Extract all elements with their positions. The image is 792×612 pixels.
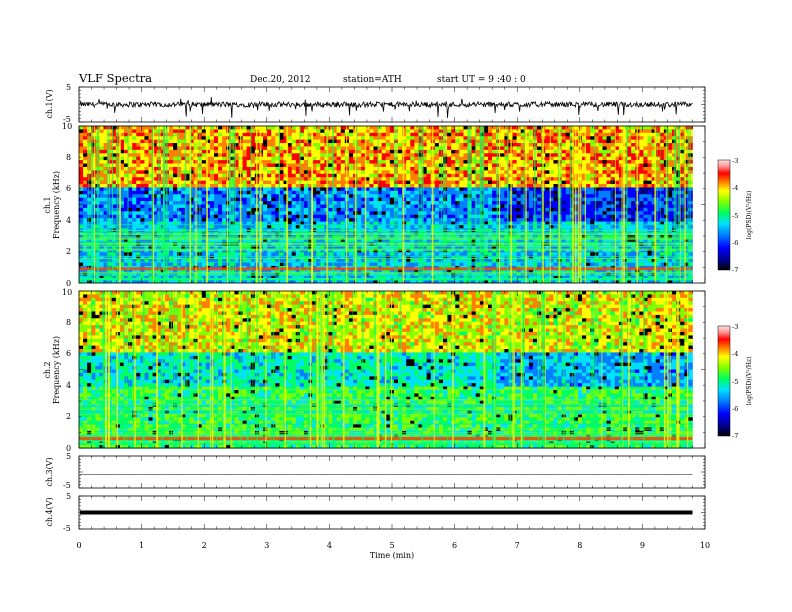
ch2-colorbar-label: log(PSD)(V²/Hz) (746, 357, 753, 406)
ch1-wave-ytick-top: 5 (66, 83, 71, 92)
ch4-waveform-trace (80, 510, 693, 515)
tick-marks (78, 86, 706, 530)
ch1-spec-ytick-6: 6 (66, 184, 71, 193)
ch1-cb-tick-m6: -6 (732, 239, 738, 247)
xaxis-label: Time (min) (370, 551, 414, 560)
waveform-band (80, 510, 693, 515)
ch1-cb-tick-m4: -4 (732, 184, 738, 192)
ch1-spec-channel-label: ch.1 (43, 196, 52, 213)
ch1-cb-tick-m5: -5 (732, 212, 738, 220)
ch2-spec-ytick-4: 4 (66, 381, 71, 390)
xtick-1: 1 (139, 541, 144, 550)
ch1-spectrogram (79, 126, 693, 284)
ch1-wave-ylabel: ch.1(V) (45, 89, 54, 118)
station-label: station=ATH (343, 75, 402, 85)
ch1-waveform-trace (79, 96, 693, 118)
ch2-spec-ytick-10: 10 (62, 288, 72, 297)
ch1-spec-ytick-0: 0 (66, 279, 71, 288)
xtick-0: 0 (76, 541, 81, 550)
ch1-wave-ytick-bottom: -5 (63, 115, 71, 124)
xtick-10: 10 (700, 541, 710, 550)
ch2-spec-ytick-2: 2 (66, 412, 71, 421)
xtick-9: 9 (640, 541, 645, 550)
ch1-cb-tick-m7: -7 (732, 266, 738, 274)
xtick-6: 6 (452, 541, 457, 550)
date-label: Dec.20, 2012 (250, 75, 311, 85)
ch2-colorbar (717, 325, 731, 437)
ch4-wave-ytick-top: 5 (66, 492, 71, 501)
ch2-cb-tick-m7: -7 (732, 432, 738, 440)
ch2-spec-ylabel: Frequency (kHz) (52, 336, 61, 404)
ch2-spec-ytick-6: 6 (66, 349, 71, 358)
ch2-spectrogram (79, 291, 693, 449)
ch1-spec-ylabel: Frequency (kHz) (52, 171, 61, 239)
ch3-wave-ytick-top: 5 (66, 452, 71, 461)
ch2-cb-tick-m4: -4 (732, 350, 738, 358)
xtick-3: 3 (264, 541, 269, 550)
waveform-line (79, 96, 693, 118)
xtick-2: 2 (202, 541, 207, 550)
figure-title: VLF Spectra (78, 71, 152, 85)
ch1-spec-ytick-8: 8 (66, 153, 71, 162)
start-time-label: start UT = 9 :40 : 0 (437, 75, 526, 85)
ch2-cb-tick-m6: -6 (732, 405, 738, 413)
xtick-4: 4 (327, 541, 332, 550)
xtick-8: 8 (577, 541, 582, 550)
ch1-spec-ytick-10: 10 (62, 122, 72, 131)
ch1-cb-tick-m3: -3 (732, 157, 738, 165)
ch3-wave-ytick-bottom: -5 (63, 481, 71, 490)
ch4-wave-ylabel: ch.4(V) (45, 497, 54, 526)
ch2-spec-ytick-0: 0 (66, 444, 71, 453)
ch1-spec-ytick-2: 2 (66, 247, 71, 256)
ch4-wave-ytick-bottom: -5 (63, 524, 71, 533)
ch1-colorbar-label: log(PSD)(V²/Hz) (746, 191, 753, 240)
ch2-spec-channel-label: ch.2 (43, 361, 52, 378)
ch1-spec-ytick-4: 4 (66, 216, 71, 225)
xtick-5: 5 (389, 541, 394, 550)
ch2-cb-tick-m5: -5 (732, 378, 738, 386)
xtick-7: 7 (515, 541, 520, 550)
ch2-cb-tick-m3: -3 (732, 323, 738, 331)
ch3-wave-ylabel: ch.3(V) (45, 457, 54, 486)
ch2-spec-ytick-8: 8 (66, 318, 71, 327)
ch1-colorbar (717, 159, 731, 271)
